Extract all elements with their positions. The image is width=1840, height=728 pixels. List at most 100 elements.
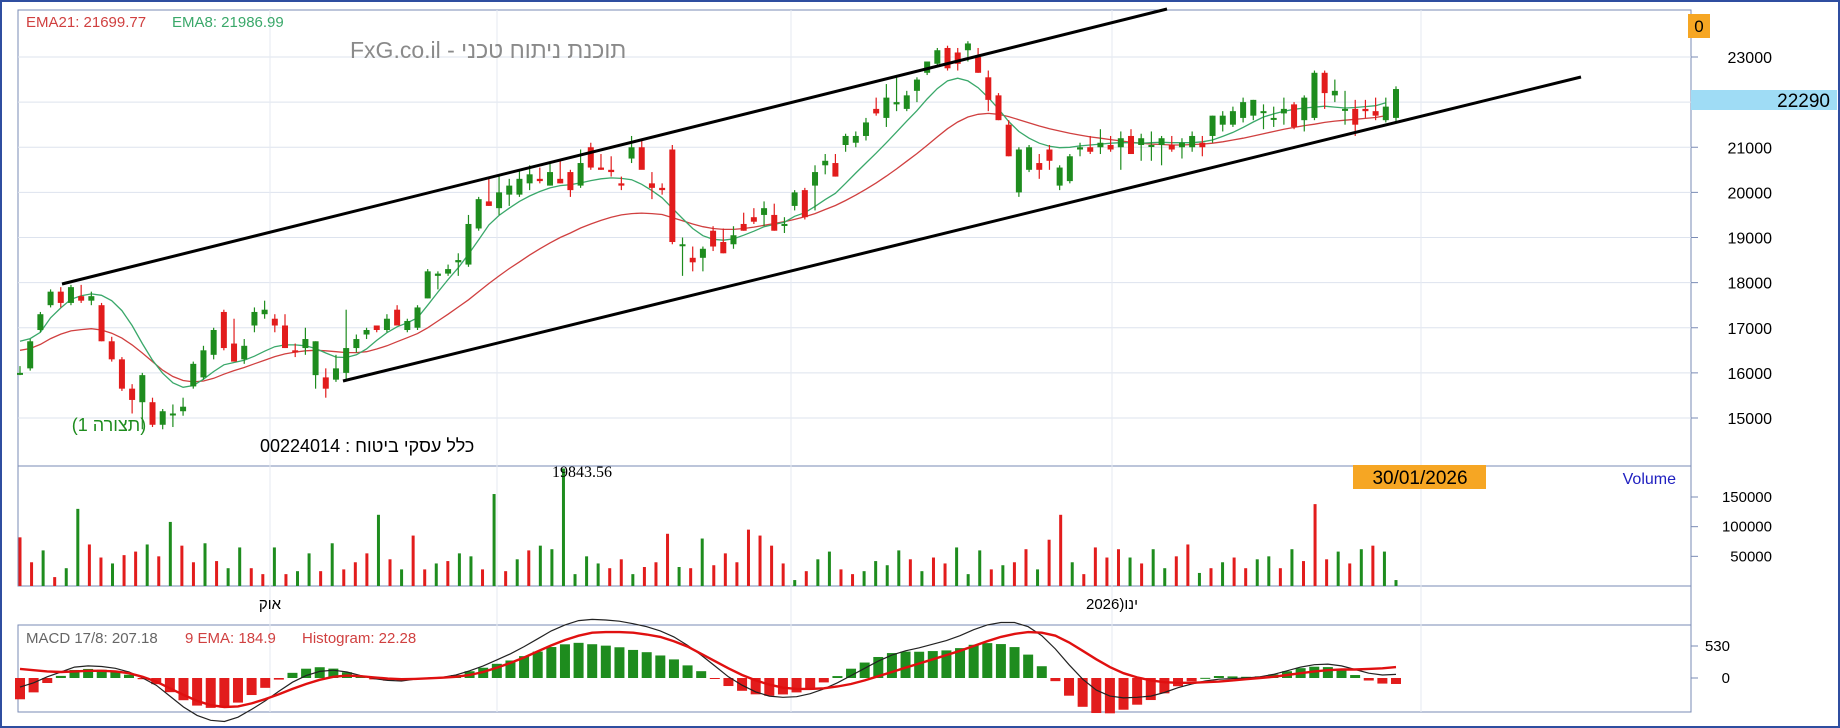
candle[interactable] [761,201,768,227]
candle[interactable] [1189,131,1196,152]
candle[interactable] [118,357,125,391]
candle[interactable] [424,269,431,299]
candle[interactable] [812,165,819,211]
candle[interactable] [1260,104,1267,130]
candle[interactable] [363,327,370,340]
candle[interactable] [730,226,737,249]
candle[interactable] [67,284,74,306]
candle[interactable] [801,187,808,220]
candle[interactable] [27,339,34,371]
candle[interactable] [1270,106,1277,127]
candle[interactable] [893,75,900,112]
candle[interactable] [699,246,706,272]
candle[interactable] [1046,144,1053,170]
candle[interactable] [516,169,523,197]
candle[interactable] [781,217,788,233]
candle[interactable] [1056,165,1063,191]
candle[interactable] [373,325,380,333]
candle[interactable] [526,165,533,191]
candle[interactable] [567,169,574,197]
candle[interactable] [1005,120,1012,157]
candle[interactable] [1209,115,1216,143]
candle[interactable] [159,408,166,430]
candle[interactable] [954,47,961,71]
candle[interactable] [1107,135,1114,152]
candle[interactable] [282,314,289,349]
candle[interactable] [1362,99,1369,118]
candle[interactable] [200,345,207,380]
candle[interactable] [57,287,64,308]
candle[interactable] [1199,135,1206,157]
candle[interactable] [1331,79,1338,103]
candle[interactable] [944,45,951,71]
candle[interactable] [383,314,390,333]
candle[interactable] [547,163,554,186]
candle[interactable] [180,397,187,416]
candle[interactable] [1036,154,1043,179]
candle[interactable] [88,291,95,306]
candle[interactable] [1250,99,1257,121]
candle[interactable] [1168,135,1175,152]
candle[interactable] [312,341,319,389]
candle[interactable] [883,84,890,127]
candle[interactable] [985,70,992,112]
candle[interactable] [1240,97,1247,123]
candle[interactable] [1066,154,1073,184]
candle[interactable] [414,305,421,331]
candle[interactable] [322,368,329,398]
candle[interactable] [557,160,564,184]
candle[interactable] [37,311,44,333]
candle[interactable] [149,397,156,428]
candle[interactable] [628,135,635,164]
candle[interactable] [975,47,982,73]
candle[interactable] [1158,135,1165,166]
candle[interactable] [597,154,604,170]
candle[interactable] [343,309,350,380]
candle[interactable] [455,253,462,276]
candle[interactable] [302,327,309,355]
candle[interactable] [271,314,278,333]
candle[interactable] [710,226,717,252]
candle[interactable] [434,271,441,290]
candle[interactable] [496,174,503,215]
candle[interactable] [638,140,645,170]
candle[interactable] [1382,97,1389,123]
candle[interactable] [394,305,401,326]
candle[interactable] [587,142,594,170]
candle[interactable] [78,284,85,303]
candle[interactable] [1127,129,1134,155]
candle[interactable] [873,97,880,116]
candle[interactable] [1280,97,1287,125]
candle[interactable] [190,361,197,389]
candle[interactable] [332,354,339,382]
candle[interactable] [995,93,1002,121]
candle[interactable] [292,343,299,358]
candle[interactable] [210,327,217,360]
candle[interactable] [1077,142,1084,157]
candle[interactable] [231,318,238,362]
candle[interactable] [1117,131,1124,170]
candle[interactable] [404,318,411,333]
candle[interactable] [862,117,869,141]
candle[interactable] [669,144,676,245]
candle[interactable] [1229,106,1236,127]
candle[interactable] [1219,111,1226,132]
candle[interactable] [740,212,747,231]
candle[interactable] [536,167,543,184]
candle[interactable] [1301,95,1308,132]
candle[interactable] [251,307,258,333]
candle[interactable] [679,237,686,276]
candle[interactable] [17,366,23,376]
candle[interactable] [1372,97,1379,121]
candle[interactable] [169,404,176,428]
candle[interactable] [608,156,615,177]
candle[interactable] [1311,70,1318,121]
candle[interactable] [445,264,452,276]
candle[interactable] [1342,90,1349,125]
candle[interactable] [220,309,227,351]
candle[interactable] [822,154,829,175]
candle[interactable] [241,339,248,364]
candle[interactable] [1138,133,1145,161]
candle[interactable] [618,176,625,191]
